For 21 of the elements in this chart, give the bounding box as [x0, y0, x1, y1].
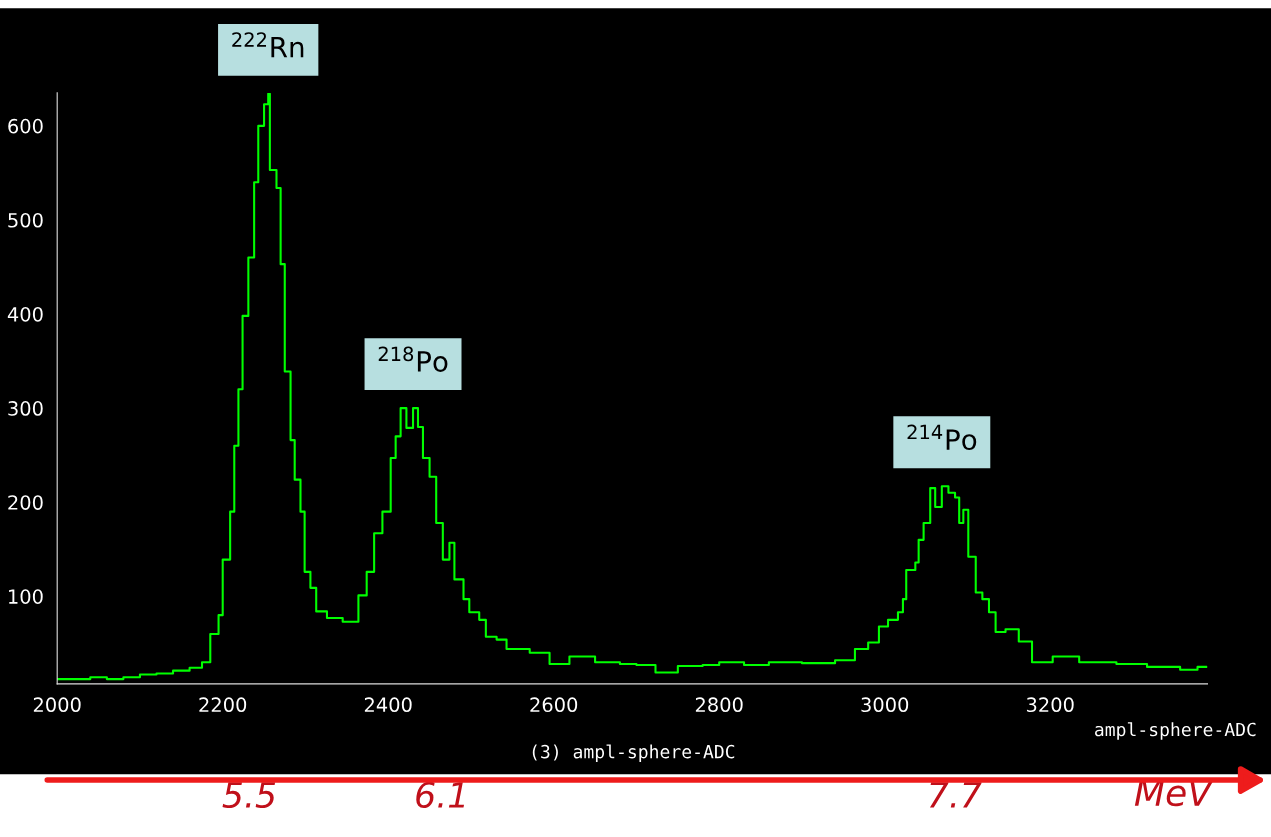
text: (3) ampl-sphere-ADC	[532, 744, 735, 762]
y-tick-label: 500	[8, 212, 43, 228]
x-tick-label: 2600	[530, 697, 578, 713]
x-tick-label: 2400	[364, 697, 412, 713]
x-tick-label: 2800	[695, 697, 743, 713]
y-tick-label: 600	[8, 118, 43, 134]
annotation: $^{218}$Po	[378, 346, 448, 372]
x2-tick-label: 5.5	[222, 782, 276, 809]
x-tick-label: 3200	[1026, 697, 1074, 713]
x2-tick-label: 6.1	[416, 781, 465, 809]
x-tick-label: 3000	[861, 697, 909, 713]
y-tick-label: 400	[7, 306, 43, 322]
annotation: $^{222}$Rn	[232, 32, 304, 58]
x-tick-label: 2000	[33, 697, 81, 713]
y-tick-label: 100	[9, 589, 43, 604]
x2-tick-label: 7.7	[929, 782, 982, 808]
y-tick-label: 200	[8, 495, 43, 510]
x-tick-label: 2200	[199, 697, 247, 713]
annotation: $^{214}$Po	[907, 424, 977, 451]
y-tick-label: 300	[8, 401, 43, 416]
x-axis-title: ampl-sphere-ADC	[1095, 722, 1256, 740]
